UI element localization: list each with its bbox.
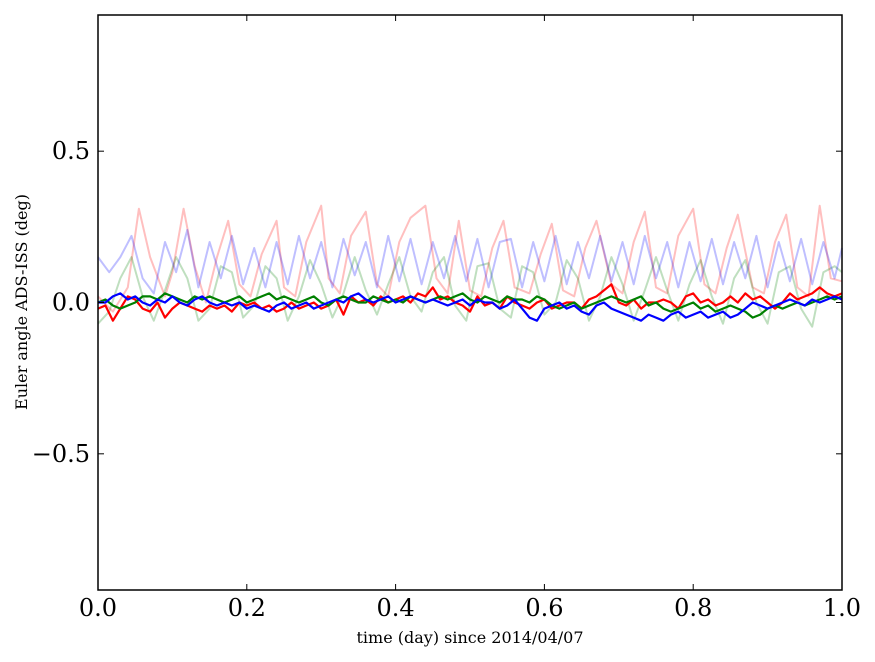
series-line-3 (97, 283, 843, 322)
x-tick-label: 0.8 (674, 594, 712, 622)
plot-area (97, 204, 843, 328)
series-line-4 (97, 292, 843, 319)
x-axis-label: time (day) since 2014/04/07 (356, 628, 583, 647)
x-tick-label: 0.0 (79, 594, 117, 622)
y-tick-label: −0.5 (32, 440, 90, 468)
y-axis: 0.5 0.0 −0.5 (32, 137, 842, 468)
y-axis-label: Euler angle ADS-ISS (deg) (12, 194, 31, 410)
series-line-5 (98, 292, 843, 322)
y-tick-label: 0.0 (52, 289, 90, 317)
x-tick-label: 0.2 (228, 594, 266, 622)
series-line-2 (97, 228, 843, 295)
x-tick-label: 0.4 (377, 594, 415, 622)
x-tick-label: 1.0 (823, 594, 861, 622)
y-tick-label: 0.5 (52, 137, 90, 165)
x-axis: 0.0 0.2 0.4 0.6 0.8 1.0 (79, 15, 861, 622)
x-tick-label: 0.6 (525, 594, 563, 622)
series-line-1 (97, 256, 843, 328)
series-line-0 (97, 204, 843, 313)
